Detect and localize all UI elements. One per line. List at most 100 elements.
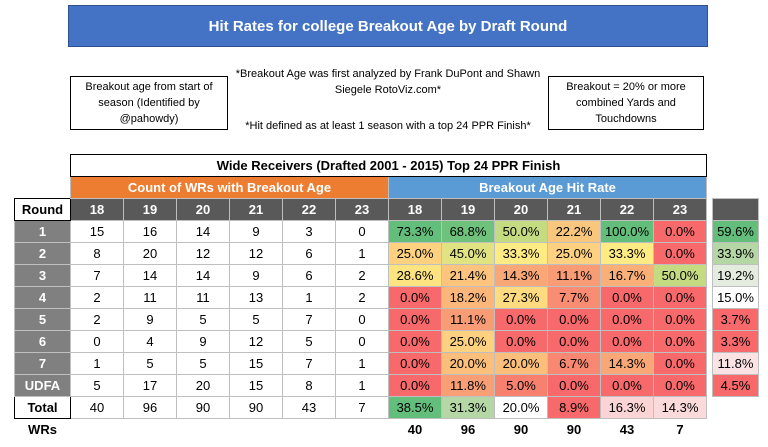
count-cell: 4 xyxy=(123,330,177,353)
overall-rate-cell: 3.3% xyxy=(712,330,759,353)
count-cell: 6 xyxy=(282,242,336,265)
count-cell: 9 xyxy=(229,220,283,243)
overall-rate-cell: 4.5% xyxy=(712,374,759,397)
count-cell: 14 xyxy=(176,220,230,243)
table-row: 2 8 20 12 12 6 1 25.0% 45.0% 33.3% 25.0% 33.3% 0.0% 3… xyxy=(14,242,759,265)
count-cell: 5 xyxy=(176,308,230,331)
rate-cell: 0.0% xyxy=(653,220,707,243)
count-cell: 0 xyxy=(70,330,124,353)
count-cell: 20 xyxy=(123,242,177,265)
count-age-header-23: 23 xyxy=(335,198,389,221)
rate-age-header-20: 20 xyxy=(494,198,548,221)
rate-cell: 0.0% xyxy=(388,374,442,397)
wr-count-cell: 43 xyxy=(619,422,635,437)
rate-cell: 14.3% xyxy=(494,264,548,287)
count-cell: 2 xyxy=(70,286,124,309)
count-cell: 7 xyxy=(70,264,124,287)
rate-age-header-22: 22 xyxy=(600,198,654,221)
rate-cell: 25.0% xyxy=(388,242,442,265)
rate-cell: 100.0% xyxy=(600,220,654,243)
round-label: 1 xyxy=(14,220,71,243)
table-row: 7 1 5 5 15 7 1 0.0% 20.0% 20.0% 6.7% 14.3% 0.0% 11.8% xyxy=(14,352,759,375)
round-label: 7 xyxy=(14,352,71,375)
count-cell: 13 xyxy=(229,286,283,309)
total-count-cell: 90 xyxy=(229,396,283,419)
overall-header xyxy=(712,198,759,221)
rate-cell: 68.8% xyxy=(441,220,495,243)
rate-cell: 0.0% xyxy=(653,330,707,353)
count-cell: 0 xyxy=(335,308,389,331)
count-cell: 0 xyxy=(335,330,389,353)
rate-cell: 0.0% xyxy=(653,374,707,397)
rate-cell: 18.2% xyxy=(441,286,495,309)
table-main-header: Wide Receivers (Drafted 2001 - 2015) Top… xyxy=(70,154,707,177)
count-cell: 17 xyxy=(123,374,177,397)
rate-cell: 73.3% xyxy=(388,220,442,243)
rate-cell: 22.2% xyxy=(547,220,601,243)
count-cell: 5 xyxy=(123,352,177,375)
count-cell: 14 xyxy=(123,264,177,287)
rate-cell: 6.7% xyxy=(547,352,601,375)
wr-count-cell: 40 xyxy=(407,422,423,437)
count-cell: 9 xyxy=(176,330,230,353)
round-label: UDFA xyxy=(14,374,71,397)
hit-definition-note: *Hit defined as at least 1 season with a… xyxy=(245,120,531,132)
round-label: 3 xyxy=(14,264,71,287)
wr-count-row: WRs 40 96 90 90 43 7 xyxy=(15,419,759,441)
count-cell: 9 xyxy=(123,308,177,331)
count-cell: 9 xyxy=(229,264,283,287)
count-cell: 6 xyxy=(282,264,336,287)
rate-cell: 11.8% xyxy=(441,374,495,397)
round-label: 5 xyxy=(14,308,71,331)
total-count-cell: 40 xyxy=(70,396,124,419)
round-label: 6 xyxy=(14,330,71,353)
rate-cell: 0.0% xyxy=(653,242,707,265)
total-rate-cell: 31.3% xyxy=(441,396,495,419)
hit-rate-table: Wide Receivers (Drafted 2001 - 2015) Top… xyxy=(14,154,759,440)
overall-rate-cell: 33.9% xyxy=(712,242,759,265)
count-cell: 5 xyxy=(229,308,283,331)
round-label: 4 xyxy=(14,286,71,309)
count-cell: 1 xyxy=(335,242,389,265)
rate-cell: 27.3% xyxy=(494,286,548,309)
count-cell: 15 xyxy=(70,220,124,243)
count-cell: 20 xyxy=(176,374,230,397)
rate-cell: 11.1% xyxy=(441,308,495,331)
rate-age-header-21: 21 xyxy=(547,198,601,221)
table-row: 4 2 11 11 13 1 2 0.0% 18.2% 27.3% 7.7% 0.0% 0.0% 15.0… xyxy=(14,286,759,309)
count-section-header: Count of WRs with Breakout Age xyxy=(70,176,389,199)
rate-cell: 0.0% xyxy=(388,352,442,375)
wr-count-cell: 7 xyxy=(676,422,684,437)
overall-rate-cell: 15.0% xyxy=(712,286,759,309)
count-cell: 5 xyxy=(282,330,336,353)
count-age-header-19: 19 xyxy=(123,198,177,221)
round-column-header: Round xyxy=(14,198,71,221)
count-cell: 12 xyxy=(229,330,283,353)
total-count-cell: 96 xyxy=(123,396,177,419)
rate-cell: 20.0% xyxy=(494,352,548,375)
total-row: Total 40 96 90 90 43 7 38.5% 31.3% 20.0% 8.9% 16.3%… xyxy=(14,396,759,419)
total-rate-cell: 38.5% xyxy=(388,396,442,419)
breakout-definition-note: Breakout = 20% or more combined Yards an… xyxy=(548,76,704,130)
count-cell: 14 xyxy=(176,264,230,287)
count-cell: 15 xyxy=(229,374,283,397)
count-cell: 1 xyxy=(335,374,389,397)
count-cell: 0 xyxy=(335,220,389,243)
table-row: 5 2 9 5 5 7 0 0.0% 11.1% 0.0% 0.0% 0.0% 0.0% 3.7% xyxy=(14,308,759,331)
rate-cell: 0.0% xyxy=(388,286,442,309)
count-age-header-20: 20 xyxy=(176,198,230,221)
rate-cell: 0.0% xyxy=(547,374,601,397)
total-count-cell: 43 xyxy=(282,396,336,419)
count-cell: 12 xyxy=(229,242,283,265)
count-cell: 8 xyxy=(70,242,124,265)
count-cell: 7 xyxy=(282,308,336,331)
rate-cell: 25.0% xyxy=(441,330,495,353)
table-row: UDFA 5 17 20 15 8 1 0.0% 11.8% 5.0% 0.0% 0.0% 0.0% 4.… xyxy=(14,374,759,397)
total-count-cell: 7 xyxy=(335,396,389,419)
rate-cell: 33.3% xyxy=(600,242,654,265)
rate-age-header-18: 18 xyxy=(388,198,442,221)
count-cell: 12 xyxy=(176,242,230,265)
count-cell: 7 xyxy=(282,352,336,375)
rate-cell: 0.0% xyxy=(600,330,654,353)
rate-cell: 0.0% xyxy=(494,308,548,331)
